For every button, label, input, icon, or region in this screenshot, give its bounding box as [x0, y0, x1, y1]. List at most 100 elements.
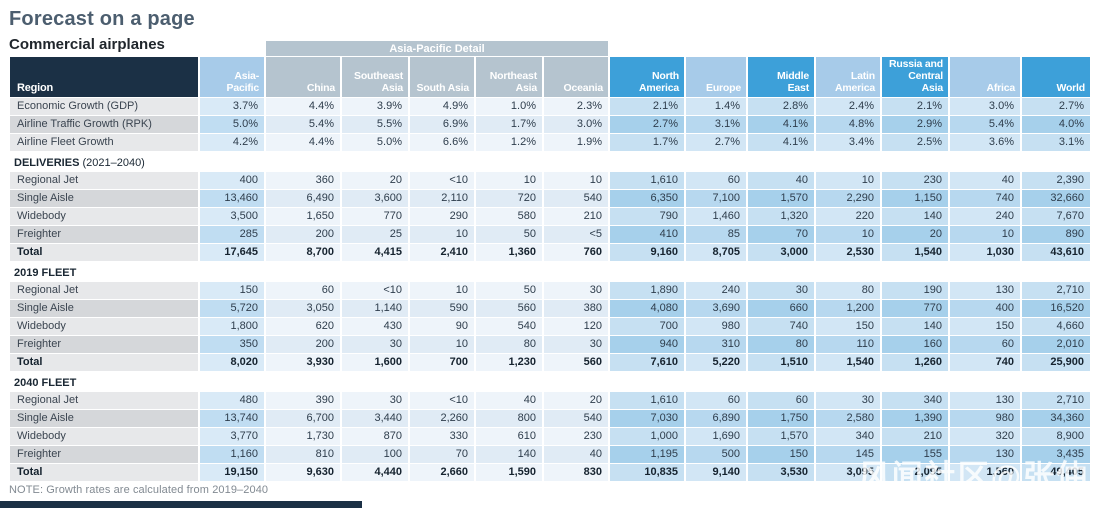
value-cell: 50: [476, 282, 542, 300]
section-title-row: 2019 FLEET: [10, 262, 1090, 282]
value-cell: 8,700: [266, 244, 340, 262]
band-blank-right: [610, 41, 1090, 56]
value-cell: 160: [882, 336, 948, 354]
forecast-table: Asia-Pacific Detail Region Asia-Pacific Chi…: [8, 40, 1092, 482]
value-cell: 4.4%: [266, 98, 340, 116]
value-cell: 4,660: [1022, 318, 1090, 336]
column-header-10: Russia and Central Asia: [882, 57, 948, 98]
column-header-8: Middle East: [748, 57, 814, 98]
value-cell: 13,460: [200, 190, 264, 208]
row-label: Freighter: [10, 226, 198, 244]
value-cell: 830: [544, 464, 608, 482]
value-cell: 3,440: [342, 410, 408, 428]
total-row: Total 19,150 9,630 4,440 2,660 1,590 830 10,835…: [10, 464, 1090, 482]
value-cell: 3.4%: [816, 134, 880, 152]
value-cell: 145: [816, 446, 880, 464]
value-cell: 190: [882, 282, 948, 300]
value-cell: 3.9%: [342, 98, 408, 116]
value-cell: 790: [610, 208, 684, 226]
value-cell: 4.2%: [200, 134, 264, 152]
value-cell: 4,080: [610, 300, 684, 318]
row-label: Total: [10, 354, 198, 372]
value-cell: 1,360: [476, 244, 542, 262]
table-row: Freighter 1,160 810 100 70 140 40 1,195 500 150 14…: [10, 446, 1090, 464]
value-cell: 30: [544, 282, 608, 300]
row-label: Single Aisle: [10, 300, 198, 318]
value-cell: 1,610: [610, 172, 684, 190]
value-cell: 700: [410, 354, 474, 372]
asia-pacific-detail-band: Asia-Pacific Detail: [266, 41, 608, 56]
value-cell: 1,150: [882, 190, 948, 208]
column-header-11: Africa: [950, 57, 1020, 98]
value-cell: 30: [816, 392, 880, 410]
next-section-bar: [0, 501, 362, 508]
table-row: Airline Traffic Growth (RPK) 5.0% 5.4% 5.5%…: [10, 116, 1090, 134]
value-cell: 3,690: [686, 300, 746, 318]
value-cell: 540: [476, 318, 542, 336]
value-cell: 2.8%: [748, 98, 814, 116]
value-cell: 1,320: [748, 208, 814, 226]
value-cell: 660: [748, 300, 814, 318]
row-label: Single Aisle: [10, 410, 198, 428]
value-cell: 1,730: [266, 428, 340, 446]
section-title-cell: DELIVERIES (2021–2040): [10, 152, 1090, 172]
value-cell: 4.0%: [1022, 116, 1090, 134]
value-cell: 85: [686, 226, 746, 244]
table-row: Single Aisle 5,720 3,050 1,140 590 560 380 4,08…: [10, 300, 1090, 318]
value-cell: 3.1%: [1022, 134, 1090, 152]
section-title-cell: 2019 FLEET: [10, 262, 1090, 282]
value-cell: 1,610: [610, 392, 684, 410]
value-cell: 800: [476, 410, 542, 428]
value-cell: 140: [882, 208, 948, 226]
row-label: Widebody: [10, 208, 198, 226]
value-cell: 6,490: [266, 190, 340, 208]
value-cell: 700: [610, 318, 684, 336]
row-label: Total: [10, 464, 198, 482]
value-cell: 10: [410, 282, 474, 300]
value-cell: 200: [266, 336, 340, 354]
value-cell: 3.1%: [686, 116, 746, 134]
value-cell: 150: [950, 318, 1020, 336]
value-cell: 10: [816, 172, 880, 190]
value-cell: <10: [342, 282, 408, 300]
value-cell: 60: [686, 172, 746, 190]
value-cell: 3,530: [748, 464, 814, 482]
region-header-cell: Region: [10, 57, 198, 98]
value-cell: 9,140: [686, 464, 746, 482]
value-cell: 890: [1022, 226, 1090, 244]
value-cell: 340: [816, 428, 880, 446]
value-cell: 40: [748, 172, 814, 190]
value-cell: 70: [748, 226, 814, 244]
column-header-4: Northeast Asia: [476, 57, 542, 98]
value-cell: 17,645: [200, 244, 264, 262]
value-cell: 1,160: [200, 446, 264, 464]
value-cell: 720: [476, 190, 542, 208]
value-cell: 25: [342, 226, 408, 244]
value-cell: 240: [950, 208, 1020, 226]
value-cell: 1,690: [686, 428, 746, 446]
value-cell: 7,610: [610, 354, 684, 372]
value-cell: 10: [544, 172, 608, 190]
value-cell: 310: [686, 336, 746, 354]
column-header-7: Europe: [686, 57, 746, 98]
value-cell: 2.5%: [882, 134, 948, 152]
detail-band-row: Asia-Pacific Detail: [10, 41, 1090, 56]
value-cell: 32,660: [1022, 190, 1090, 208]
value-cell: 3,930: [266, 354, 340, 372]
value-cell: 1,600: [342, 354, 408, 372]
value-cell: 2.7%: [1022, 98, 1090, 116]
table-row: Single Aisle 13,460 6,490 3,600 2,110 720 540 6…: [10, 190, 1090, 208]
value-cell: 3,770: [200, 428, 264, 446]
value-cell: 285: [200, 226, 264, 244]
value-cell: 430: [342, 318, 408, 336]
value-cell: 1,560: [950, 464, 1020, 482]
value-cell: <5: [544, 226, 608, 244]
page-subtitle: Commercial airplanes: [9, 36, 165, 53]
value-cell: 5.0%: [200, 116, 264, 134]
value-cell: 350: [200, 336, 264, 354]
value-cell: 6.6%: [410, 134, 474, 152]
value-cell: 220: [816, 208, 880, 226]
value-cell: 2.1%: [610, 98, 684, 116]
value-cell: 610: [476, 428, 542, 446]
value-cell: 540: [544, 410, 608, 428]
